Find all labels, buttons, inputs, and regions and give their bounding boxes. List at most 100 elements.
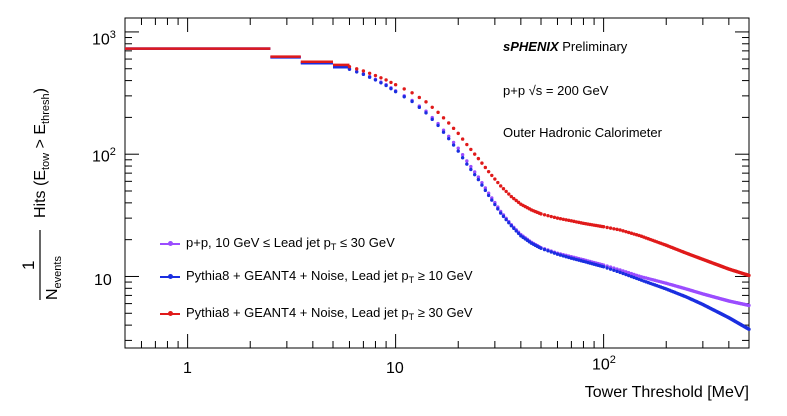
data-point xyxy=(379,81,383,85)
y-tick-label-100: 102 xyxy=(92,146,116,166)
data-point xyxy=(498,211,503,215)
data-point xyxy=(496,207,500,211)
data-point xyxy=(605,266,609,270)
data-point xyxy=(561,217,565,221)
data-point xyxy=(552,215,557,220)
data-point xyxy=(564,255,568,259)
data-point xyxy=(601,265,606,269)
data-point xyxy=(430,105,434,109)
data-point xyxy=(384,78,388,82)
svg-text:1: 1 xyxy=(19,261,38,270)
data-point xyxy=(410,91,414,95)
data-point xyxy=(469,167,473,172)
series-1 xyxy=(125,47,751,331)
data-point xyxy=(480,180,484,185)
data-point xyxy=(621,271,625,276)
data-point xyxy=(507,221,511,225)
data-point xyxy=(507,192,511,196)
data-point xyxy=(621,269,625,273)
data-point xyxy=(483,165,488,170)
data-point xyxy=(465,162,469,166)
data-point xyxy=(436,110,440,115)
data-point xyxy=(355,70,359,74)
legend-entry-pp: p+p, 10 GeV ≤ Lead jet pT ≤ 30 GeV xyxy=(160,235,395,252)
data-point xyxy=(373,73,378,78)
data-point xyxy=(501,187,506,191)
data-point xyxy=(469,147,473,152)
data-point xyxy=(626,230,631,235)
data-point xyxy=(493,177,497,181)
data-point xyxy=(447,136,451,141)
data-point xyxy=(504,189,508,194)
data-point xyxy=(417,105,422,110)
data-point xyxy=(558,253,563,257)
data-point xyxy=(393,83,398,87)
data-point xyxy=(549,214,553,219)
data-point xyxy=(447,121,451,125)
data-point xyxy=(441,130,446,134)
data-point xyxy=(509,194,514,199)
data-point xyxy=(615,269,619,274)
data-point xyxy=(569,219,574,223)
data-point xyxy=(546,249,550,253)
y-tick-label-10: 10 xyxy=(94,272,112,289)
data-point xyxy=(490,198,494,202)
data-point xyxy=(451,143,456,147)
data-point xyxy=(472,152,477,156)
data-point xyxy=(483,186,488,190)
data-point xyxy=(601,225,606,229)
data-point xyxy=(605,225,609,230)
data-point xyxy=(355,67,359,71)
data-point xyxy=(612,268,616,272)
collision-system-label: p+p √s = 200 GeV xyxy=(503,83,609,98)
data-point xyxy=(347,67,352,71)
detector-label: Outer Hadronic Calorimeter xyxy=(503,125,662,140)
y-axis-label: 1 Nevents Hits (Etow > Ethresh) xyxy=(19,88,64,300)
svg-text:Hits (Etow > Ethresh): Hits (Etow > Ethresh) xyxy=(32,88,52,218)
data-point xyxy=(460,156,465,160)
x-tick-label-10: 10 xyxy=(386,360,404,377)
data-point xyxy=(514,198,518,203)
data-point xyxy=(384,83,388,88)
y-tick-label-1000: 103 xyxy=(92,29,116,49)
data-point xyxy=(555,252,560,256)
legend-text-pythia-30-post: ≥ 30 GeV xyxy=(414,305,473,320)
data-point xyxy=(460,153,465,157)
data-point xyxy=(480,183,484,187)
axis-ticks xyxy=(124,18,750,348)
data-point xyxy=(465,159,469,163)
data-point xyxy=(618,270,622,275)
legend-marker-pythia-30 xyxy=(160,310,180,316)
data-point xyxy=(402,95,406,99)
data-point xyxy=(451,140,456,145)
legend-sub-pythia-30: T xyxy=(408,312,415,322)
data-point xyxy=(498,184,503,188)
data-point xyxy=(456,149,460,153)
data-point xyxy=(569,256,574,260)
data-point xyxy=(558,217,563,221)
data-point xyxy=(747,273,751,278)
experiment-label: sPHENIX Preliminary xyxy=(503,39,627,54)
legend-text-pythia-10-post: ≥ 10 GeV xyxy=(414,268,473,283)
data-point xyxy=(389,80,393,85)
plot-frame xyxy=(124,17,750,349)
data-point xyxy=(624,272,628,277)
x-axis-label: Tower Threshold [MeV] xyxy=(584,384,749,401)
data-point xyxy=(516,200,521,205)
data-point xyxy=(629,271,634,276)
data-point xyxy=(539,246,543,250)
x-tick-label-100: 102 xyxy=(592,354,616,374)
data-point xyxy=(389,86,393,91)
legend-entry-pythia-10: Pythia8 + GEANT4 + Noise, Lead jet pT ≥ … xyxy=(160,268,473,285)
data-series xyxy=(125,47,751,331)
data-point xyxy=(476,175,481,179)
data-point xyxy=(347,64,352,69)
data-point xyxy=(629,231,634,235)
data-point xyxy=(410,99,414,104)
data-point xyxy=(361,69,366,73)
data-point xyxy=(567,255,571,260)
data-point xyxy=(460,137,465,141)
x-tick-label-1: 1 xyxy=(183,360,192,377)
legend-sub-pythia-10: T xyxy=(408,275,415,285)
data-point xyxy=(486,193,491,198)
